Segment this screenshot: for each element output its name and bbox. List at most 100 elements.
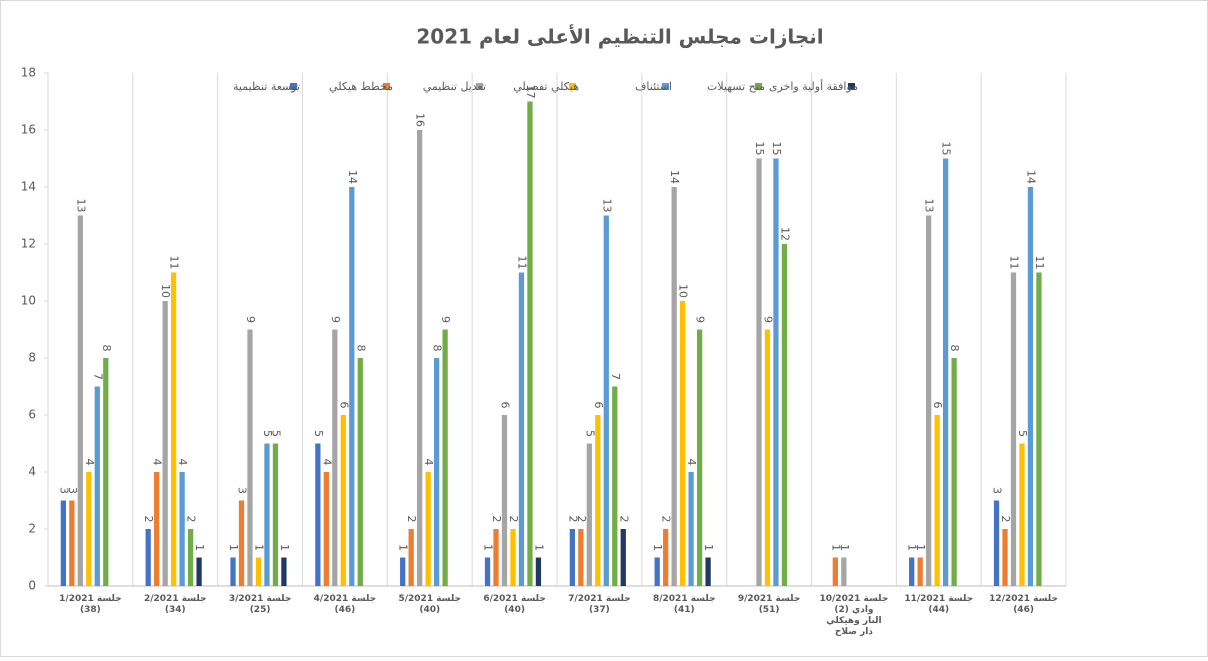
data-label: 2: [617, 516, 630, 523]
bar: [493, 529, 499, 586]
data-label: 13: [923, 199, 936, 213]
data-label: 9: [761, 316, 774, 323]
data-label: 3: [66, 487, 79, 494]
bar: [484, 557, 491, 586]
data-label: 10: [159, 284, 172, 298]
bar: [501, 415, 508, 586]
y-tick-label: 16: [21, 123, 36, 137]
data-label: 2: [490, 516, 503, 523]
y-tick-label: 4: [28, 465, 36, 479]
x-tick-label: جلسة 3/2021 (25): [229, 594, 292, 615]
bar: [264, 443, 270, 586]
data-label: 13: [74, 199, 87, 213]
data-label: 1: [482, 544, 495, 551]
bar: [400, 557, 406, 586]
bar: [255, 557, 262, 586]
data-label: 1: [914, 544, 927, 551]
data-label: 13: [600, 199, 613, 213]
data-label: 11: [1007, 256, 1020, 270]
data-label: 8: [948, 345, 961, 352]
data-label: 3: [236, 487, 249, 494]
data-label: 14: [346, 170, 359, 184]
x-tick-label: جلسة 12/2021 (46): [989, 594, 1058, 615]
data-label: 8: [431, 345, 444, 352]
legend-label: توسعة تنظيمية: [233, 80, 300, 93]
data-label: 15: [770, 142, 783, 156]
data-label: 5: [1016, 430, 1029, 437]
x-tick-label: جلسة 6/2021 (40): [483, 594, 546, 615]
x-tick-label: جلسة 10/2021 (2) وادي النار وهيكلي دار صلاح: [820, 594, 889, 637]
data-label: 3: [991, 487, 1004, 494]
y-tick-label: 14: [21, 180, 36, 194]
bar: [77, 215, 83, 586]
data-label: 4: [422, 459, 435, 466]
y-tick-label: 8: [28, 351, 36, 365]
bar: [1010, 272, 1017, 586]
data-label: 1: [252, 544, 265, 551]
data-label: 1: [278, 544, 291, 551]
legend-swatch: [848, 83, 855, 90]
bar: [951, 358, 957, 586]
x-tick-label: جلسة 2/2021 (34): [144, 594, 207, 615]
bar: [323, 472, 329, 586]
bar: [595, 415, 601, 586]
data-label: 8: [100, 345, 113, 352]
legend-swatch: [662, 83, 669, 90]
bar: [671, 187, 677, 586]
bar: [781, 244, 788, 586]
bar: [612, 386, 618, 586]
bar: [425, 472, 431, 586]
bar: [569, 529, 575, 586]
legend-label: موافقة أولية واخرى: [769, 79, 858, 93]
bar: [442, 329, 448, 586]
bar: [247, 329, 253, 586]
bar: [1036, 272, 1042, 586]
bar: [832, 557, 838, 586]
x-tick-label: جلسة 9/2021 (51): [738, 594, 801, 615]
bar: [1002, 529, 1008, 586]
data-label: 1: [193, 544, 206, 551]
x-tick-label: جلسة 1/2021 (38): [59, 594, 122, 615]
legend-label: منح تسهيلات: [707, 80, 765, 93]
y-tick-label: 18: [21, 66, 36, 80]
bar: [764, 329, 771, 586]
bar: [510, 529, 516, 586]
bar: [841, 557, 847, 586]
data-label: 4: [151, 459, 164, 466]
data-label: 1: [829, 544, 842, 551]
data-label: 6: [337, 402, 350, 409]
bar: [705, 557, 711, 586]
legend-swatch: [755, 83, 762, 90]
data-label: 9: [244, 316, 257, 323]
bar: [603, 215, 609, 586]
bar: [196, 557, 202, 586]
bar: [103, 358, 109, 586]
data-label: 2: [405, 516, 418, 523]
bar: [909, 557, 915, 586]
bar: [926, 215, 932, 586]
data-label: 1: [702, 544, 715, 551]
legend-swatch: [290, 83, 297, 90]
data-label: 16: [414, 113, 427, 127]
bar: [60, 500, 66, 586]
bar: [417, 130, 423, 586]
bar: [408, 529, 414, 586]
chart-title: انجازات مجلس التنظيم الأعلى لعام 2021: [416, 24, 823, 49]
y-tick-label: 12: [21, 237, 36, 251]
bar: [340, 415, 346, 586]
bar: [1027, 187, 1034, 586]
y-tick-label: 10: [21, 294, 36, 308]
y-tick-label: 6: [28, 408, 36, 422]
data-label: 4: [176, 459, 189, 466]
data-label: 5: [583, 430, 596, 437]
bar: [349, 187, 355, 586]
x-tick-label: جلسة 8/2021 (41): [653, 594, 716, 615]
bar: [934, 415, 940, 586]
data-label: 15: [753, 142, 766, 156]
x-tick-label: جلسة 4/2021 (46): [314, 594, 377, 615]
data-label: 5: [312, 430, 325, 437]
data-label: 15: [940, 142, 953, 156]
bar: [942, 158, 949, 586]
data-label: 1: [906, 544, 919, 551]
data-label: 2: [660, 516, 673, 523]
